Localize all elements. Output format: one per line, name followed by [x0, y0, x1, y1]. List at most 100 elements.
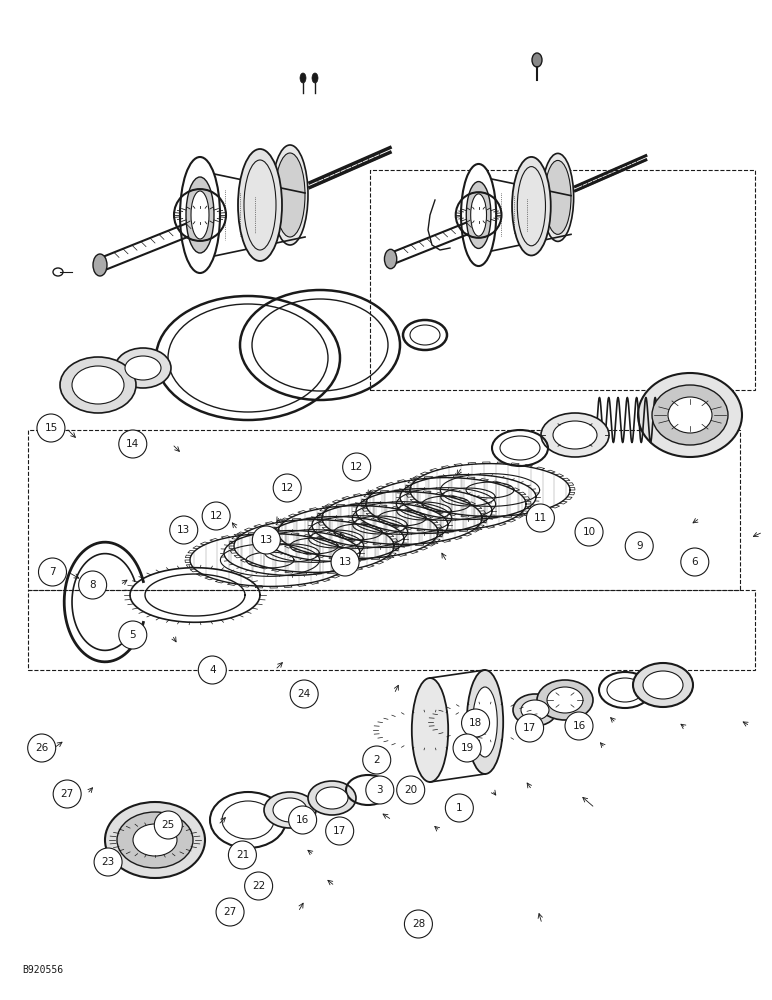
- Ellipse shape: [72, 366, 124, 404]
- Text: 21: 21: [235, 850, 249, 860]
- Ellipse shape: [272, 145, 308, 245]
- Ellipse shape: [532, 53, 542, 67]
- Circle shape: [516, 714, 543, 742]
- Ellipse shape: [238, 149, 282, 261]
- Text: 3: 3: [377, 785, 383, 795]
- Ellipse shape: [521, 700, 549, 720]
- Text: 5: 5: [130, 630, 136, 640]
- Circle shape: [28, 734, 56, 762]
- Text: 17: 17: [523, 723, 537, 733]
- Text: 19: 19: [460, 743, 474, 753]
- Ellipse shape: [312, 73, 318, 83]
- Circle shape: [229, 841, 256, 869]
- Text: 16: 16: [296, 815, 310, 825]
- Circle shape: [245, 872, 273, 900]
- Circle shape: [527, 504, 554, 532]
- Text: 16: 16: [572, 721, 586, 731]
- Ellipse shape: [643, 671, 683, 699]
- Text: 15: 15: [44, 423, 58, 433]
- Text: 13: 13: [338, 557, 352, 567]
- Text: 25: 25: [161, 820, 175, 830]
- Ellipse shape: [411, 678, 449, 782]
- Circle shape: [405, 910, 432, 938]
- Text: 13: 13: [259, 535, 273, 545]
- Ellipse shape: [117, 812, 193, 868]
- Ellipse shape: [125, 356, 161, 380]
- Circle shape: [625, 532, 653, 560]
- Ellipse shape: [93, 254, 107, 276]
- Text: 1: 1: [456, 803, 462, 813]
- Ellipse shape: [384, 249, 397, 269]
- Circle shape: [290, 680, 318, 708]
- Circle shape: [681, 548, 709, 576]
- Ellipse shape: [513, 694, 557, 726]
- Ellipse shape: [512, 157, 550, 255]
- Ellipse shape: [273, 798, 307, 822]
- Text: 11: 11: [533, 513, 547, 523]
- Text: 8: 8: [90, 580, 96, 590]
- Text: 4: 4: [209, 665, 215, 675]
- Ellipse shape: [638, 373, 742, 457]
- Circle shape: [119, 621, 147, 649]
- Ellipse shape: [186, 177, 214, 253]
- Circle shape: [202, 502, 230, 530]
- Circle shape: [39, 558, 66, 586]
- Ellipse shape: [668, 397, 712, 433]
- Circle shape: [37, 414, 65, 442]
- Ellipse shape: [264, 792, 316, 828]
- Ellipse shape: [191, 191, 209, 239]
- Text: 28: 28: [411, 919, 425, 929]
- Circle shape: [273, 474, 301, 502]
- Circle shape: [326, 817, 354, 845]
- Ellipse shape: [542, 153, 574, 241]
- Ellipse shape: [553, 421, 597, 449]
- Text: 10: 10: [582, 527, 596, 537]
- Circle shape: [363, 746, 391, 774]
- Circle shape: [575, 518, 603, 546]
- Text: 12: 12: [209, 511, 223, 521]
- Ellipse shape: [544, 160, 571, 234]
- Ellipse shape: [467, 670, 503, 774]
- Text: B920556: B920556: [22, 965, 63, 975]
- Circle shape: [198, 656, 226, 684]
- Text: 20: 20: [404, 785, 418, 795]
- Ellipse shape: [316, 787, 348, 809]
- Text: 2: 2: [374, 755, 380, 765]
- Ellipse shape: [652, 385, 728, 445]
- Ellipse shape: [133, 824, 177, 856]
- Circle shape: [94, 848, 122, 876]
- Text: 7: 7: [49, 567, 56, 577]
- Ellipse shape: [105, 802, 205, 878]
- Circle shape: [170, 516, 198, 544]
- Circle shape: [154, 811, 182, 839]
- Circle shape: [252, 526, 280, 554]
- Circle shape: [79, 571, 107, 599]
- Ellipse shape: [115, 348, 171, 388]
- Ellipse shape: [541, 413, 609, 457]
- Circle shape: [453, 734, 481, 762]
- Text: 23: 23: [101, 857, 115, 867]
- Text: 12: 12: [280, 483, 294, 493]
- Circle shape: [216, 898, 244, 926]
- Circle shape: [343, 453, 371, 481]
- Circle shape: [289, 806, 317, 834]
- Ellipse shape: [537, 680, 593, 720]
- Ellipse shape: [275, 153, 305, 237]
- Ellipse shape: [547, 687, 583, 713]
- Ellipse shape: [471, 194, 486, 236]
- Circle shape: [366, 776, 394, 804]
- Text: 27: 27: [60, 789, 74, 799]
- Ellipse shape: [461, 164, 496, 266]
- Circle shape: [53, 780, 81, 808]
- Text: 14: 14: [126, 439, 140, 449]
- Circle shape: [119, 430, 147, 458]
- Text: 13: 13: [177, 525, 191, 535]
- Bar: [28, 430, 740, 590]
- Text: 27: 27: [223, 907, 237, 917]
- Ellipse shape: [308, 781, 356, 815]
- Circle shape: [462, 709, 489, 737]
- Bar: [370, 170, 755, 390]
- Circle shape: [445, 794, 473, 822]
- Ellipse shape: [472, 687, 497, 757]
- Circle shape: [397, 776, 425, 804]
